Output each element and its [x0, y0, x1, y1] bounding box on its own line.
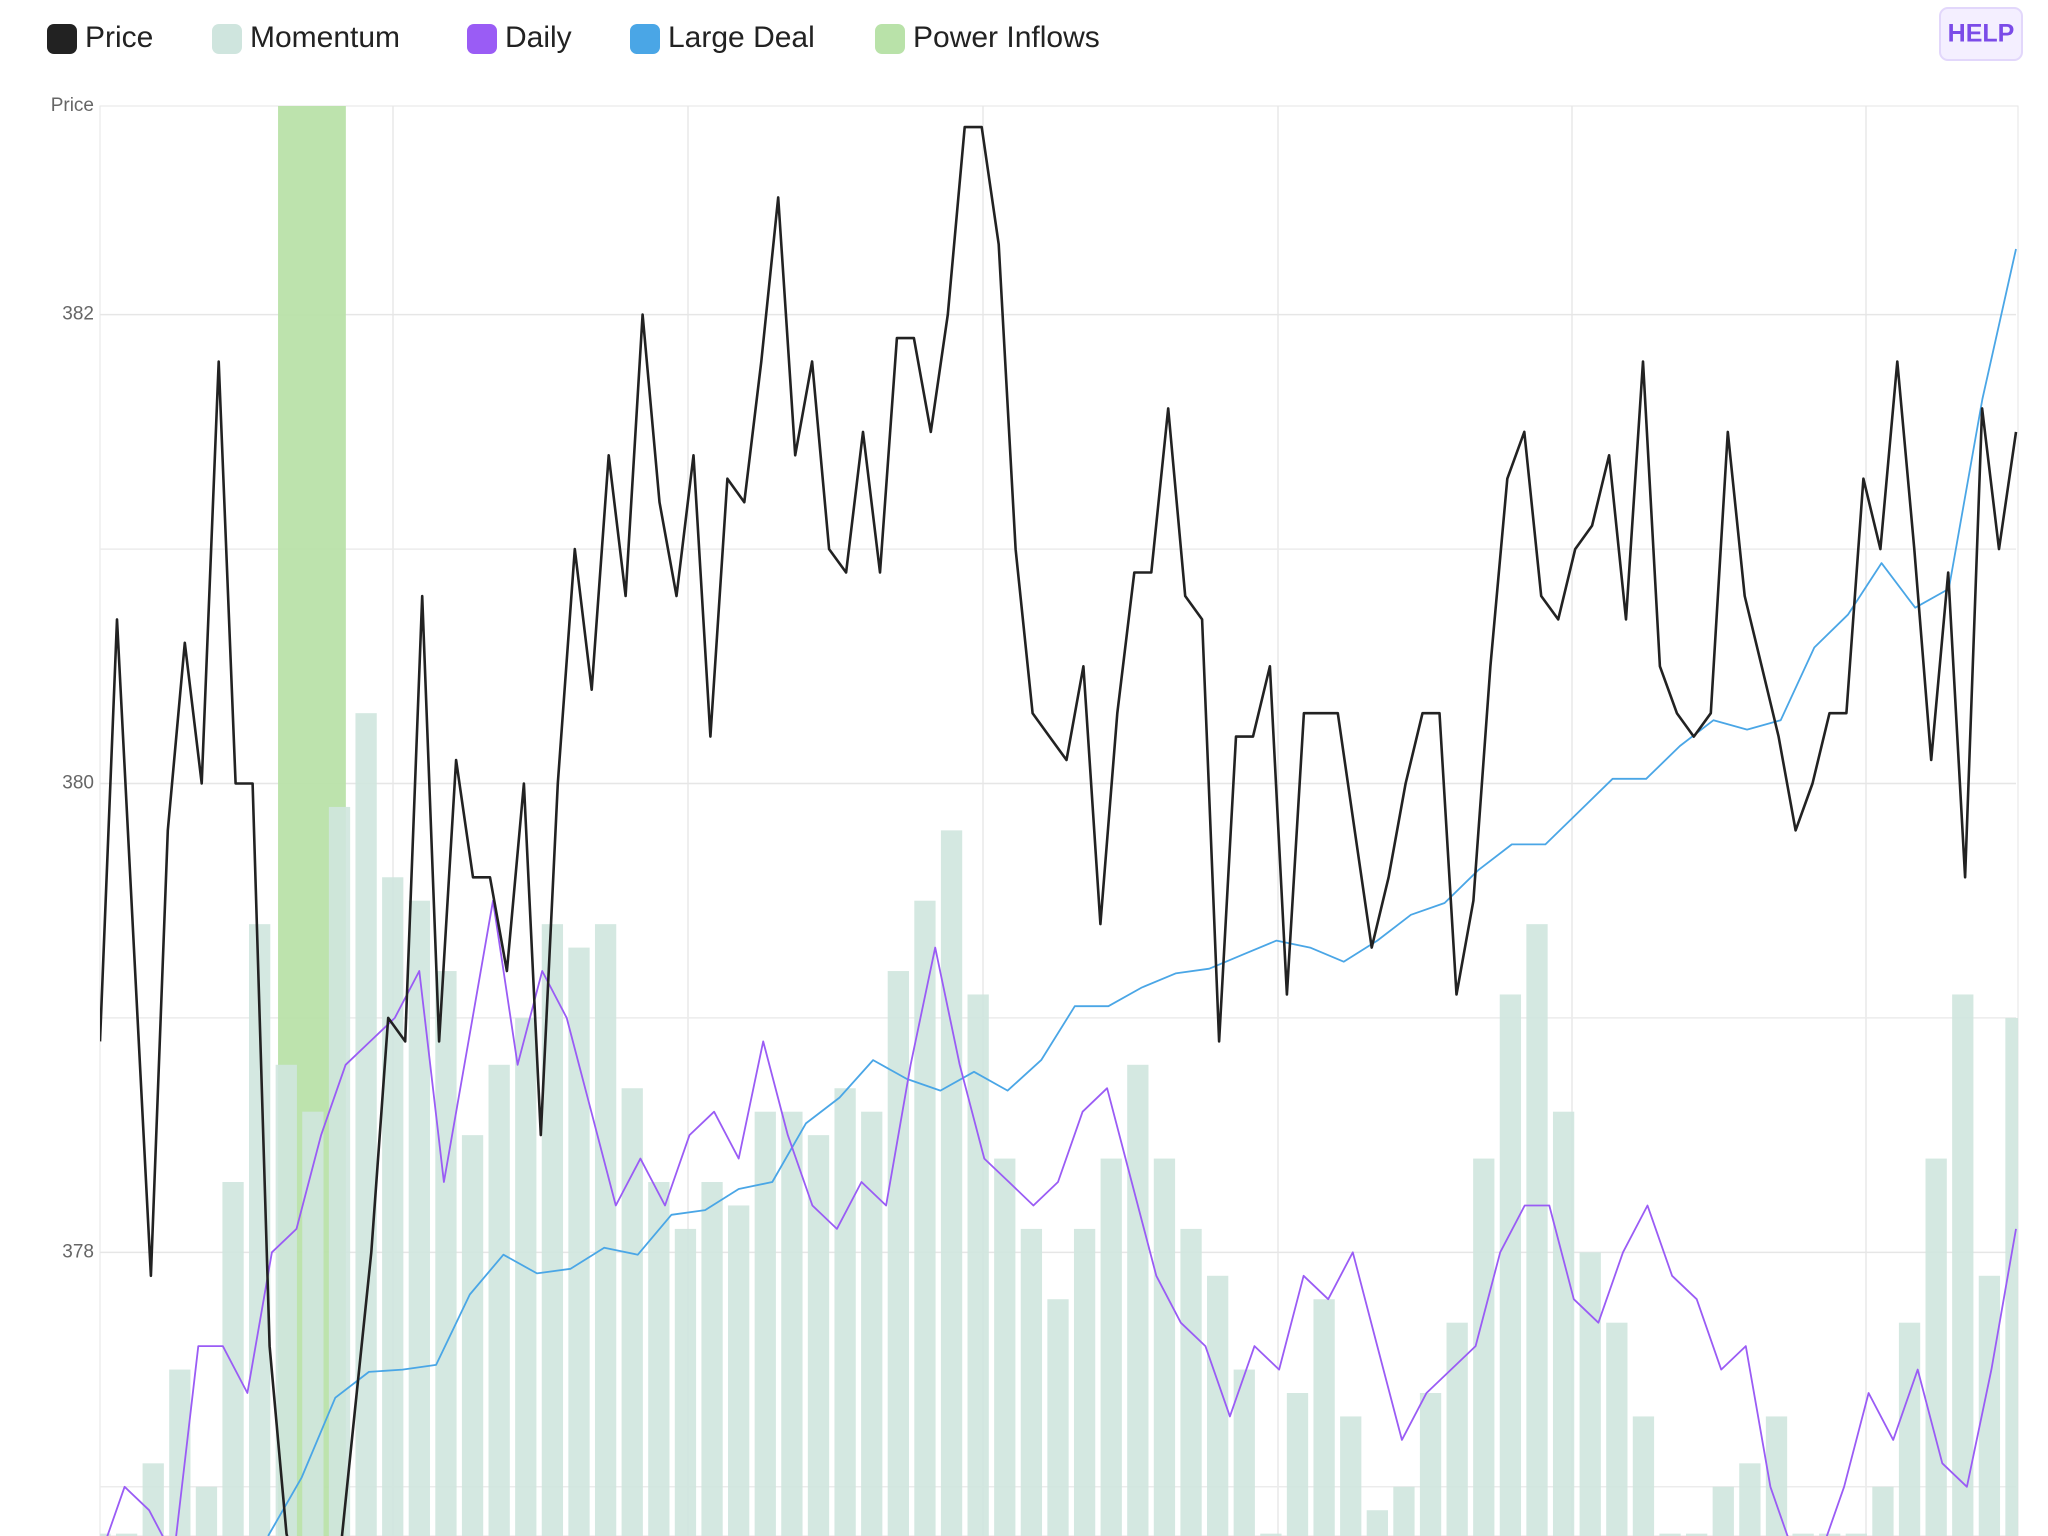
legend-swatch — [875, 24, 905, 54]
bar — [967, 994, 989, 1536]
bar — [408, 900, 430, 1536]
bar — [2005, 1017, 2018, 1536]
bar — [169, 1369, 191, 1536]
bar — [728, 1205, 750, 1536]
bar — [1020, 1228, 1043, 1536]
bar — [1473, 1158, 1495, 1536]
legend-swatch — [630, 24, 660, 54]
plot — [100, 106, 2018, 1536]
legend-swatch — [467, 24, 497, 54]
line-series — [100, 125, 2018, 1536]
y-tick-label: 378 — [62, 1241, 94, 1262]
bar — [1686, 1533, 1708, 1536]
bar — [1499, 994, 1522, 1536]
bar — [1978, 1275, 2001, 1536]
bar — [1047, 1299, 1069, 1536]
bar — [1100, 1158, 1122, 1536]
bar — [1526, 924, 1548, 1536]
bar — [461, 1135, 484, 1536]
help-button-text[interactable]: HELP — [1948, 20, 2015, 48]
bar — [222, 1182, 244, 1536]
bar — [754, 1111, 776, 1536]
bar — [1632, 1416, 1655, 1536]
bar-series — [100, 713, 2018, 1536]
bar — [382, 877, 404, 1536]
bar — [1180, 1228, 1202, 1536]
y-tick-label: 380 — [62, 773, 94, 794]
line-series — [267, 248, 2017, 1536]
bar — [488, 1064, 510, 1536]
bar — [861, 1111, 883, 1536]
bar — [1419, 1393, 1442, 1536]
bar — [1153, 1158, 1176, 1536]
bar — [834, 1088, 856, 1536]
bar — [275, 1064, 297, 1536]
bar — [1925, 1158, 1947, 1536]
y-tick-label: 382 — [62, 304, 94, 325]
bar — [1898, 1322, 1921, 1536]
bar — [1872, 1486, 1894, 1536]
bar — [142, 1463, 164, 1536]
line-series — [106, 899, 2017, 1536]
bar — [1366, 1510, 1388, 1536]
bar — [355, 713, 377, 1536]
bar — [1952, 994, 1974, 1536]
legend-label: Daily — [505, 21, 572, 54]
bar — [515, 1017, 537, 1536]
bar — [1446, 1322, 1468, 1536]
axis: Price 378 380 382 — [51, 95, 94, 1262]
bar — [594, 924, 617, 1536]
bar — [1233, 1369, 1255, 1536]
bar — [1127, 1064, 1149, 1536]
legend-swatch — [47, 24, 77, 54]
legend-label: Large Deal — [668, 21, 815, 54]
bar — [1073, 1228, 1096, 1536]
help-button-bg[interactable] — [1939, 7, 2023, 61]
bar — [994, 1158, 1016, 1536]
bar — [1207, 1275, 1229, 1536]
legend: Price Momentum Daily Large Deal Power Inflow… — [47, 21, 1100, 54]
bar — [701, 1182, 723, 1536]
bar — [807, 1135, 830, 1536]
bar — [249, 924, 271, 1536]
bar — [1340, 1416, 1362, 1536]
bar — [195, 1486, 218, 1536]
bar — [302, 1111, 324, 1536]
bar — [1739, 1463, 1761, 1536]
bar — [1792, 1533, 1814, 1536]
bar — [115, 1533, 138, 1536]
bar — [1393, 1486, 1415, 1536]
legend-label: Momentum — [250, 21, 400, 54]
bar — [887, 971, 909, 1536]
bar — [674, 1228, 697, 1536]
bar — [914, 900, 936, 1536]
help-button[interactable]: HELP — [1939, 7, 2023, 61]
bar — [940, 830, 963, 1536]
bar — [435, 971, 457, 1536]
bar — [1659, 1533, 1681, 1536]
bar — [1845, 1533, 1867, 1536]
bar — [328, 806, 351, 1536]
bar — [100, 1533, 111, 1536]
y-axis-label: Price — [51, 95, 94, 116]
bar — [1712, 1486, 1734, 1536]
bar — [1579, 1252, 1601, 1536]
bar — [1819, 1533, 1841, 1536]
bar — [1260, 1533, 1282, 1536]
legend-label: Power Inflows — [913, 21, 1100, 54]
bar — [541, 924, 564, 1536]
bar — [1313, 1299, 1335, 1536]
bar — [648, 1182, 670, 1536]
bar — [1552, 1111, 1575, 1536]
bar — [1286, 1393, 1309, 1536]
legend-swatch — [212, 24, 242, 54]
bar — [621, 1088, 643, 1536]
legend-label: Price — [85, 21, 153, 54]
bar — [1765, 1416, 1788, 1536]
bar — [781, 1111, 803, 1536]
bar — [1606, 1322, 1628, 1536]
bar — [568, 947, 590, 1536]
